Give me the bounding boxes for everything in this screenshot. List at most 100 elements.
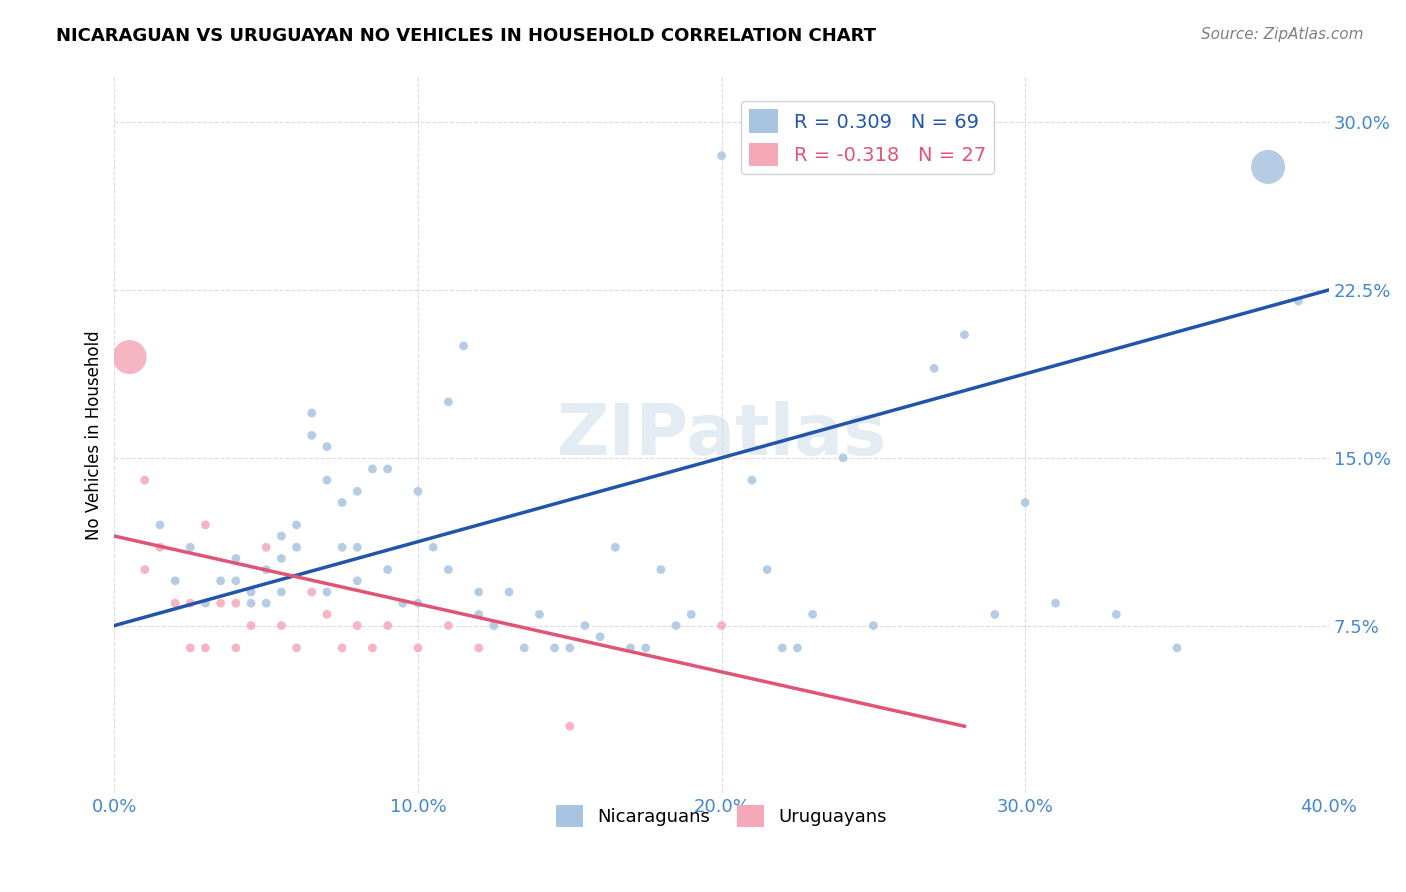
Point: [194, 640, 217, 655]
Point: [346, 541, 368, 555]
Point: [406, 640, 429, 655]
Point: [543, 640, 565, 655]
Point: [149, 541, 172, 555]
Point: [498, 585, 520, 599]
Point: [316, 585, 339, 599]
Point: [285, 517, 308, 532]
Point: [862, 618, 884, 632]
Point: [134, 473, 156, 487]
Point: [285, 640, 308, 655]
Point: [225, 574, 247, 588]
Point: [194, 517, 217, 532]
Point: [453, 339, 475, 353]
Text: NICARAGUAN VS URUGUAYAN NO VEHICLES IN HOUSEHOLD CORRELATION CHART: NICARAGUAN VS URUGUAYAN NO VEHICLES IN H…: [56, 27, 876, 45]
Point: [605, 541, 627, 555]
Point: [406, 484, 429, 499]
Point: [558, 640, 581, 655]
Point: [1286, 294, 1309, 309]
Point: [346, 574, 368, 588]
Point: [422, 541, 444, 555]
Point: [650, 563, 672, 577]
Point: [1166, 640, 1188, 655]
Point: [529, 607, 551, 622]
Point: [1257, 160, 1279, 174]
Point: [301, 406, 323, 420]
Point: [710, 618, 733, 632]
Point: [346, 484, 368, 499]
Point: [225, 551, 247, 566]
Point: [681, 607, 703, 622]
Point: [953, 327, 976, 342]
Point: [922, 361, 945, 376]
Point: [225, 640, 247, 655]
Point: [225, 596, 247, 610]
Point: [301, 585, 323, 599]
Point: [513, 640, 536, 655]
Point: [179, 541, 201, 555]
Point: [316, 473, 339, 487]
Point: [134, 563, 156, 577]
Point: [301, 428, 323, 442]
Point: [194, 596, 217, 610]
Point: [330, 495, 353, 509]
Point: [346, 618, 368, 632]
Point: [406, 596, 429, 610]
Point: [240, 618, 263, 632]
Point: [801, 607, 824, 622]
Point: [316, 440, 339, 454]
Point: [467, 607, 489, 622]
Legend: Nicaraguans, Uruguayans: Nicaraguans, Uruguayans: [548, 798, 894, 834]
Point: [179, 640, 201, 655]
Point: [254, 596, 277, 610]
Point: [1045, 596, 1067, 610]
Point: [270, 551, 292, 566]
Point: [361, 462, 384, 476]
Point: [619, 640, 641, 655]
Point: [437, 394, 460, 409]
Point: [270, 585, 292, 599]
Point: [254, 563, 277, 577]
Point: [330, 640, 353, 655]
Point: [482, 618, 505, 632]
Point: [589, 630, 612, 644]
Point: [558, 719, 581, 733]
Point: [330, 541, 353, 555]
Point: [240, 596, 263, 610]
Point: [149, 517, 172, 532]
Point: [741, 473, 763, 487]
Point: [437, 563, 460, 577]
Point: [270, 529, 292, 543]
Point: [574, 618, 596, 632]
Point: [209, 596, 232, 610]
Point: [437, 618, 460, 632]
Point: [254, 541, 277, 555]
Point: [770, 640, 793, 655]
Point: [1014, 495, 1036, 509]
Point: [665, 618, 688, 632]
Point: [786, 640, 808, 655]
Point: [710, 149, 733, 163]
Point: [984, 607, 1007, 622]
Point: [1105, 607, 1128, 622]
Point: [467, 585, 489, 599]
Point: [361, 640, 384, 655]
Point: [467, 640, 489, 655]
Text: Source: ZipAtlas.com: Source: ZipAtlas.com: [1201, 27, 1364, 42]
Point: [377, 618, 399, 632]
Point: [832, 450, 855, 465]
Point: [118, 350, 141, 364]
Point: [377, 462, 399, 476]
Point: [285, 541, 308, 555]
Point: [756, 563, 779, 577]
Point: [634, 640, 657, 655]
Y-axis label: No Vehicles in Household: No Vehicles in Household: [86, 331, 103, 541]
Text: ZIPatlas: ZIPatlas: [557, 401, 887, 470]
Point: [316, 607, 339, 622]
Point: [165, 596, 187, 610]
Point: [270, 618, 292, 632]
Point: [392, 596, 415, 610]
Point: [240, 585, 263, 599]
Point: [165, 574, 187, 588]
Point: [377, 563, 399, 577]
Point: [179, 596, 201, 610]
